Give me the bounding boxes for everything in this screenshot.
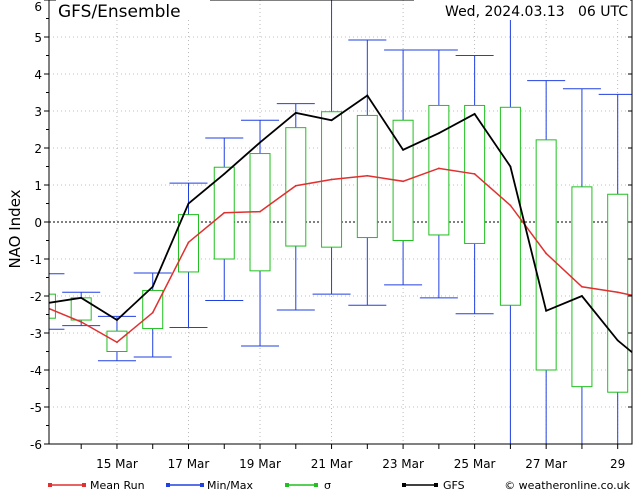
x-tick-label: 23 Mar xyxy=(382,457,424,471)
mean-point xyxy=(223,211,226,214)
mean-point xyxy=(294,184,297,187)
legend-sigma-marker-l xyxy=(285,483,289,487)
sigma-box xyxy=(285,127,307,247)
mean-point xyxy=(187,241,190,244)
y-tick-label: -5 xyxy=(30,401,42,415)
mean-point xyxy=(366,174,369,177)
legend-gfs-marker-l xyxy=(402,483,406,487)
mean-point xyxy=(259,210,261,213)
legend-gfs-marker-r xyxy=(434,483,438,487)
gfs-point xyxy=(616,339,619,342)
y-tick-label: 1 xyxy=(34,179,42,193)
mean-run-line xyxy=(49,167,632,344)
gfs-point xyxy=(80,296,83,299)
x-tick-label: 29 xyxy=(610,457,625,471)
legend-sigma-marker-r xyxy=(314,483,318,487)
gfs-point xyxy=(116,319,118,321)
x-tick-label: 25 Mar xyxy=(454,457,496,471)
y-tick-label: -3 xyxy=(30,327,42,341)
x-tick-label: 17 Mar xyxy=(168,457,210,471)
mean-point xyxy=(80,321,83,323)
y-tick-label: 2 xyxy=(34,142,42,156)
legend-gfs-label: GFS xyxy=(443,479,465,490)
mean-point xyxy=(545,252,548,255)
legend-mean-label: Mean Run xyxy=(90,479,145,490)
gfs-point xyxy=(330,119,333,122)
datetime-mask xyxy=(414,0,630,20)
gfs-point xyxy=(581,295,583,297)
x-axis: 15 Mar 17 Mar 19 Mar 21 Mar 23 Mar 25 Mar 27 M… xyxy=(80,444,625,471)
y-tick-label: 3 xyxy=(34,105,42,119)
gfs-point xyxy=(509,165,512,168)
legend-mean-marker-r xyxy=(82,483,86,487)
gfs-point xyxy=(402,148,404,151)
legend-sigma-label: σ xyxy=(324,479,331,490)
gfs-point xyxy=(437,132,440,135)
gfs-point xyxy=(223,173,226,175)
sigma-box xyxy=(49,293,56,319)
gfs-series xyxy=(45,94,632,354)
mean-point xyxy=(509,204,512,207)
legend-sigma: σ xyxy=(285,479,331,490)
mean-point xyxy=(116,341,118,344)
mean-point xyxy=(616,291,619,294)
run-datetime: Wed, 2024.03.13 06 UTC xyxy=(445,4,628,20)
mean-point xyxy=(437,167,440,170)
legend-gfs: GFS xyxy=(402,479,465,490)
sigma-box xyxy=(535,139,557,371)
x-tick-label: 19 Mar xyxy=(239,457,281,471)
mean-point xyxy=(151,311,154,314)
y-tick-label: -1 xyxy=(30,253,42,267)
mean-point xyxy=(402,180,404,183)
legend-minmax-label: Min/Max xyxy=(207,479,253,490)
y-axis-label: NAO Index xyxy=(6,189,24,268)
gfs-point xyxy=(545,309,548,312)
gfs-point xyxy=(45,303,47,305)
gfs-point xyxy=(294,111,297,114)
y-tick-label: -2 xyxy=(30,290,42,304)
y-tick-label: 5 xyxy=(34,31,42,45)
y-tick-label: -4 xyxy=(30,364,42,378)
gfs-point xyxy=(187,202,190,205)
sigma-box xyxy=(607,193,629,393)
mean-point xyxy=(45,306,47,308)
legend: Mean Run Min/Max σ GFS © weatheronline.c… xyxy=(48,479,631,490)
y-tick-label: 6 xyxy=(34,0,42,14)
legend-mean: Mean Run xyxy=(48,479,145,490)
x-tick-label: 27 Mar xyxy=(525,457,567,471)
x-tick-label: 15 Mar xyxy=(96,457,138,471)
mean-point xyxy=(581,285,583,288)
legend-minmax-marker-r xyxy=(200,483,204,487)
mean-point xyxy=(473,173,476,175)
mean-point xyxy=(330,178,333,181)
gfs-point xyxy=(151,285,154,288)
legend-minmax-marker-l xyxy=(166,483,170,487)
sigma-box xyxy=(142,289,164,330)
title-mask xyxy=(56,0,210,20)
mean-series xyxy=(45,167,632,344)
legend-mean-marker-l xyxy=(48,483,52,487)
y-axis: -6 -5 -4 -3 -2 -1 0 1 2 3 4 5 6 xyxy=(30,0,632,452)
y-tick-label: -6 xyxy=(30,438,42,452)
y-tick-label: 0 xyxy=(34,216,42,230)
copyright-text: © weatheronline.co.uk xyxy=(504,479,630,490)
x-tick-label: 21 Mar xyxy=(311,457,353,471)
gfs-point xyxy=(473,113,476,115)
chart-title: GFS/Ensemble xyxy=(58,2,181,22)
legend-minmax: Min/Max xyxy=(166,479,253,490)
y-tick-label: 4 xyxy=(34,68,42,82)
gfs-point xyxy=(366,94,369,97)
gfs-point xyxy=(259,141,261,144)
gfs-line xyxy=(49,94,632,354)
